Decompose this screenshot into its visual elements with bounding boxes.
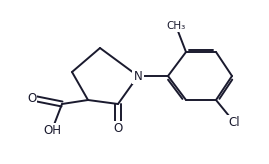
Text: OH: OH (43, 123, 61, 136)
Text: O: O (113, 122, 123, 134)
Text: CH₃: CH₃ (166, 21, 186, 31)
Text: N: N (134, 70, 142, 82)
Text: O: O (27, 92, 37, 104)
Text: Cl: Cl (228, 115, 240, 129)
